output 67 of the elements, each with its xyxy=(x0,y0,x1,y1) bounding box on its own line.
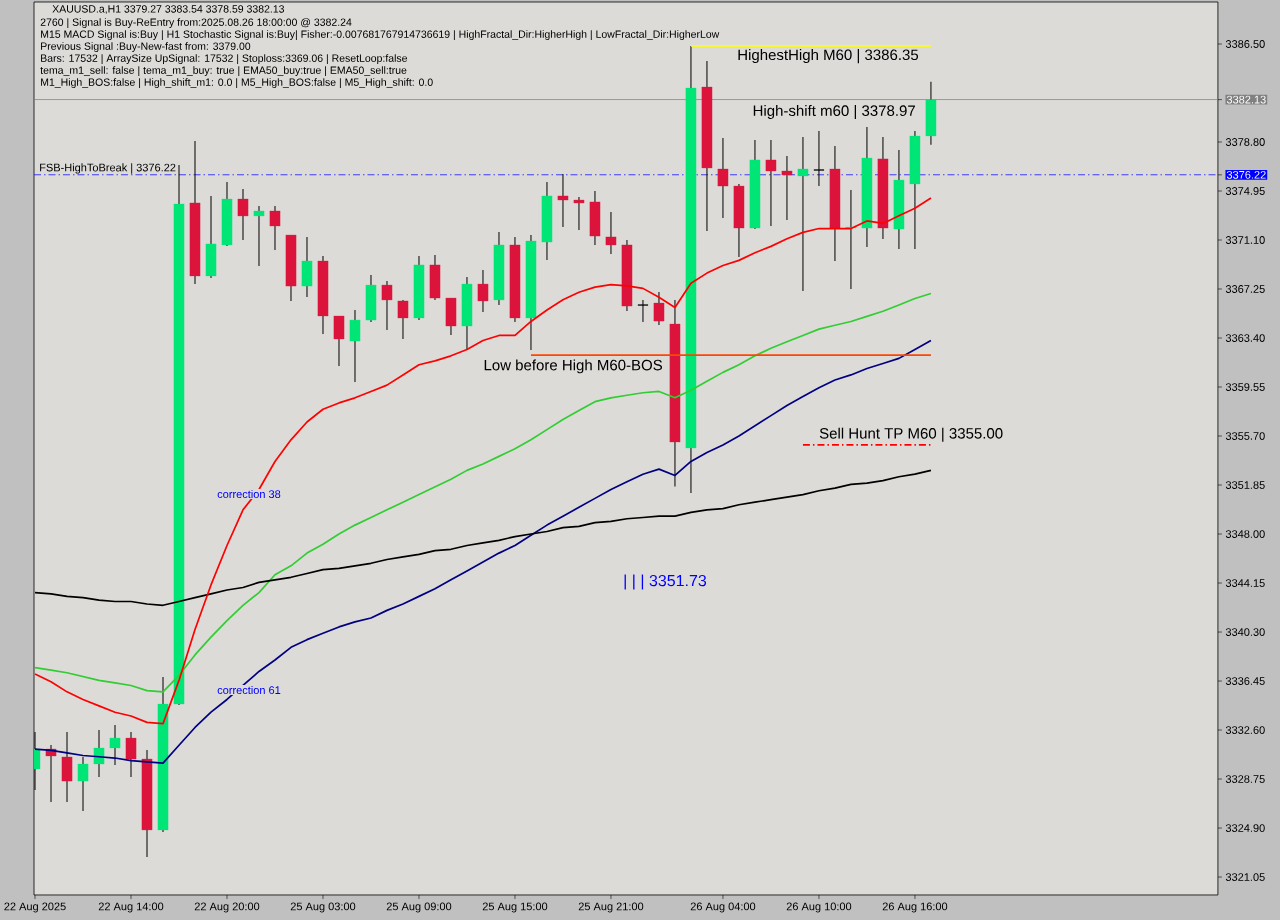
x-tick-label: 26 Aug 10:00 xyxy=(786,902,852,913)
annotation: Sell Hunt TP M60 | 3355.00 xyxy=(819,427,1003,442)
y-tick-label: 3359.55 xyxy=(1225,383,1265,391)
candlestick xyxy=(605,211,617,255)
y-tick-label: 3351.85 xyxy=(1225,481,1265,489)
y-tick-label: 3378.80 xyxy=(1225,138,1265,146)
x-tick-label: 26 Aug 04:00 xyxy=(690,902,756,913)
y-tick-label: 3336.45 xyxy=(1225,677,1265,685)
y-tick-label: 3324.90 xyxy=(1225,824,1265,832)
candlestick xyxy=(557,173,569,228)
candlestick xyxy=(237,188,249,241)
candlestick xyxy=(269,205,281,251)
candlestick xyxy=(573,196,585,231)
annotation: M1_High_BOS:false | High_shift_m1: 0.0 | M5_High_BOS:false | M5_High_shift: 0.0 xyxy=(41,78,433,89)
annotation: 2760 | Signal is Buy-ReEntry from:2025.08.26 18:00:00 @ 3382.24 xyxy=(40,18,352,29)
candlestick xyxy=(349,309,361,383)
candlestick xyxy=(77,756,89,812)
annotation: Previous Signal :Buy-New-fast from: 3379.00 xyxy=(41,42,251,52)
candlestick xyxy=(797,136,809,292)
candlestick xyxy=(109,724,121,766)
y-tick-label: 3348.00 xyxy=(1225,530,1265,538)
candlestick xyxy=(781,155,793,221)
candlestick xyxy=(813,130,825,187)
annotation: HighestHigh M60 | 3386.35 xyxy=(738,49,919,64)
y-tick-label: 3386.50 xyxy=(1225,40,1265,48)
y-tick-label: 3376.22 xyxy=(1226,170,1266,179)
y-tick-label: 3332.60 xyxy=(1225,726,1265,734)
x-tick-label: 22 Aug 2025 xyxy=(4,902,66,913)
annotation: Low before High M60-BOS xyxy=(484,359,663,374)
annotation: tema_m1_sell: false | tema_m1_buy: true | EMA50_buy:true | EMA50_sell:true xyxy=(40,66,407,77)
candlestick xyxy=(765,139,777,227)
annotation: correction 61 xyxy=(217,685,281,695)
candlestick xyxy=(93,729,105,778)
candlestick xyxy=(637,299,649,323)
y-tick-label: 3340.30 xyxy=(1225,628,1265,636)
y-tick-label: 3355.70 xyxy=(1225,432,1265,440)
annotation: correction 38 xyxy=(217,489,281,499)
annotation: High-shift m60 | 3378.97 xyxy=(753,104,915,120)
y-tick-label: 3344.15 xyxy=(1225,579,1265,587)
x-tick-label: 26 Aug 16:00 xyxy=(882,902,948,913)
x-tick-label: 22 Aug 20:00 xyxy=(194,902,260,913)
y-tick-label: 3382.13 xyxy=(1226,95,1266,104)
candlestick xyxy=(717,137,729,219)
candlestick xyxy=(397,299,409,340)
candlestick xyxy=(125,731,137,778)
annotation: | | | 3351.73 xyxy=(624,574,707,590)
chart-title: XAUUSD.a,H1 3379.27 3383.54 3378.59 3382.13 xyxy=(52,5,285,14)
annotation: M15 MACD Signal is:Buy | H1 Stochastic Signal is:Buy| Fisher:-0.007681767914736619 | HighFractal_Dir:HigherHigh | LowFractal_Dir:HigherLow xyxy=(41,30,720,41)
candlestick xyxy=(333,315,345,367)
y-tick-label: 3374.95 xyxy=(1225,187,1265,195)
candlestick xyxy=(253,205,265,267)
ref-line-label: FSB-HighToBreak | 3376.22 xyxy=(40,163,176,174)
y-tick-label: 3321.05 xyxy=(1225,873,1265,881)
candlestick xyxy=(477,269,489,313)
x-tick-label: 25 Aug 03:00 xyxy=(290,902,356,913)
x-tick-label: 25 Aug 09:00 xyxy=(386,902,452,913)
y-tick-label: 3328.75 xyxy=(1225,775,1265,783)
annotation: Bars: 17532 | ArraySize UpSignal: 17532 | Stoploss:3369.06 | ResetLoop:false xyxy=(41,54,408,65)
x-tick-label: 25 Aug 21:00 xyxy=(578,902,644,913)
candlestick xyxy=(653,291,665,326)
candlestick xyxy=(381,280,393,331)
y-tick-label: 3363.40 xyxy=(1225,334,1265,342)
y-tick-label: 3367.25 xyxy=(1225,285,1265,293)
y-tick-label: 3371.10 xyxy=(1225,236,1265,244)
x-tick-label: 22 Aug 14:00 xyxy=(98,902,164,913)
candlestick xyxy=(845,189,857,290)
x-tick-label: 25 Aug 15:00 xyxy=(482,902,548,913)
